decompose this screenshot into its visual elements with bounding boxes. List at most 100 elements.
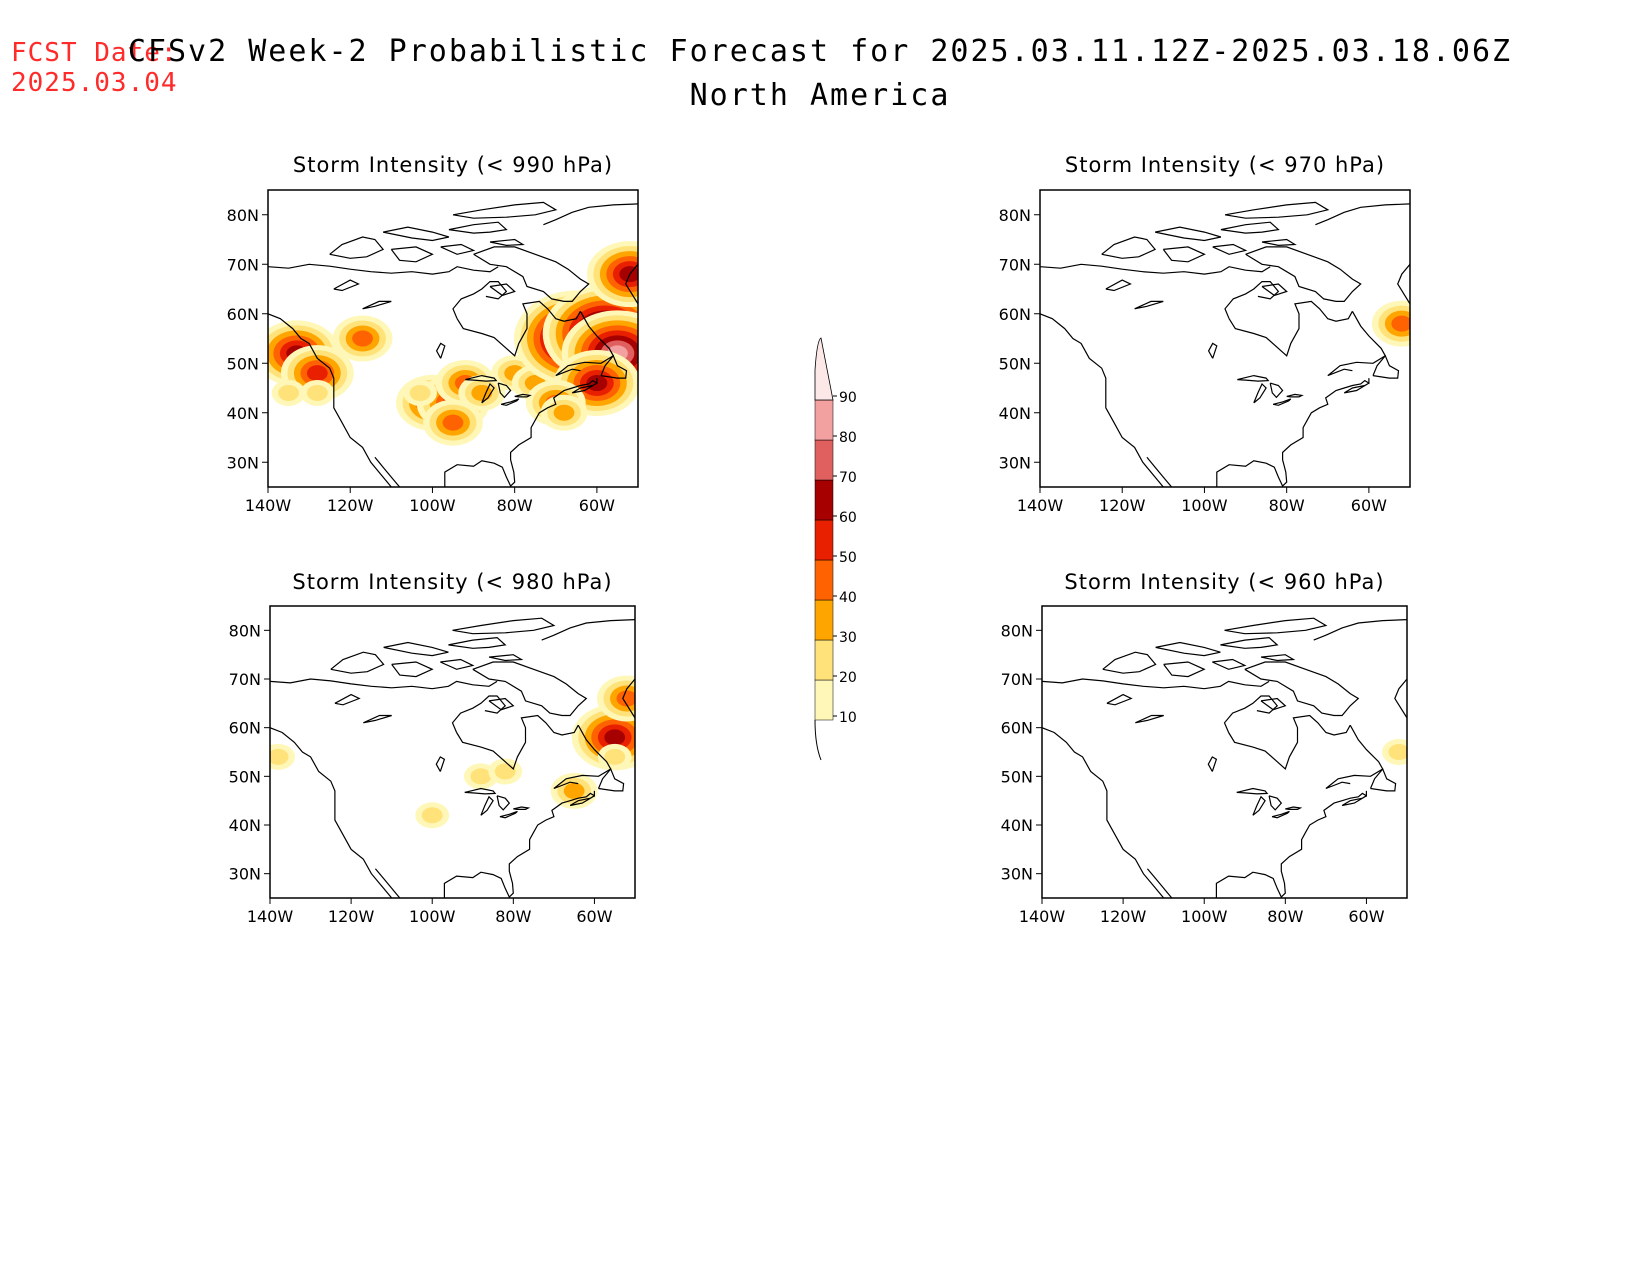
probability-blob xyxy=(278,384,299,401)
coastline xyxy=(362,300,392,310)
coastline xyxy=(1040,313,1164,487)
lat-tick-label: 60N xyxy=(999,305,1031,324)
legend-swatch xyxy=(814,519,834,561)
legend-swatch xyxy=(814,679,834,721)
lon-tick-label: 60W xyxy=(576,907,612,926)
coastline xyxy=(382,226,450,242)
coastline xyxy=(1040,263,1271,275)
lon-tick-label: 60W xyxy=(1348,907,1384,926)
coastline xyxy=(514,393,532,398)
coastline xyxy=(1261,283,1288,297)
coastline xyxy=(363,714,392,724)
probability-field xyxy=(268,241,638,446)
probability-blob xyxy=(604,729,626,746)
probability-blob xyxy=(494,763,516,780)
coastline xyxy=(553,724,612,790)
lon-tick-label: 120W xyxy=(1100,907,1147,926)
coastline xyxy=(1162,246,1206,263)
lat-tick-label: 70N xyxy=(227,255,259,274)
legend-swatch xyxy=(814,479,834,521)
probability-blob xyxy=(421,807,443,824)
lon-tick-label: 60W xyxy=(579,496,615,515)
legend-swatch xyxy=(814,399,834,441)
map-panel-4: Storm Intensity (< 960 hPa) 80N 70N 60N 50N 4… xyxy=(1001,570,1408,926)
coastline xyxy=(329,236,385,259)
coastlines xyxy=(1040,201,1410,487)
fcst-date-block: FCST Date: 2025.03.04 xyxy=(11,38,178,98)
coastline xyxy=(440,243,476,255)
lon-tick-label: 100W xyxy=(409,496,456,515)
coastline xyxy=(543,203,638,226)
coastline xyxy=(555,311,615,377)
lat-tick-label: 70N xyxy=(1001,670,1033,689)
coastline xyxy=(1106,693,1133,706)
legend-label: 40 xyxy=(839,590,857,606)
lon-tick-label: 60W xyxy=(1351,496,1387,515)
lat-tick-label: 80N xyxy=(1001,621,1033,640)
panel-frame xyxy=(269,605,636,899)
coastline xyxy=(1285,806,1303,810)
coastline xyxy=(1369,767,1397,792)
coastline xyxy=(1286,393,1304,398)
coastline xyxy=(448,221,508,234)
coastline xyxy=(374,456,401,487)
coastline xyxy=(1224,201,1330,219)
coastline xyxy=(600,354,628,379)
coastline xyxy=(334,693,361,706)
probability-blob xyxy=(470,768,492,785)
lat-tick-label: 60N xyxy=(229,719,261,738)
panel-title: Storm Intensity (< 990 hPa) xyxy=(293,153,613,177)
lat-tick-label: 40N xyxy=(1001,816,1033,835)
coastline xyxy=(452,281,508,319)
coastline xyxy=(435,756,446,772)
coastline xyxy=(1216,378,1370,487)
lat-tick-label: 50N xyxy=(999,354,1031,373)
coastline xyxy=(1223,695,1279,733)
lon-tick-label: 80W xyxy=(497,496,533,515)
probability-blob xyxy=(1391,315,1410,332)
lat-tick-label: 40N xyxy=(999,404,1031,423)
coastline xyxy=(1397,263,1410,305)
coastline xyxy=(383,641,449,657)
legend-swatch xyxy=(814,439,834,481)
coastline xyxy=(597,767,625,792)
coastline xyxy=(1253,382,1267,404)
coastline xyxy=(1252,795,1266,816)
region-subtitle: North America xyxy=(689,78,951,113)
panel-title: Storm Intensity (< 970 hPa) xyxy=(1065,153,1385,177)
coastline xyxy=(268,313,392,487)
coastline xyxy=(1146,868,1173,898)
coastline xyxy=(1207,756,1218,772)
coastline xyxy=(499,810,518,819)
lat-tick-label: 30N xyxy=(229,865,261,884)
coastline xyxy=(451,695,507,733)
probability-blob xyxy=(553,404,575,421)
coastline xyxy=(489,283,516,297)
probability-blob xyxy=(306,365,328,382)
probability-blob xyxy=(471,384,493,401)
coastline xyxy=(268,263,499,275)
coastline xyxy=(456,714,579,771)
probability-blob xyxy=(352,330,373,347)
coastline xyxy=(1042,678,1270,690)
color-legend: 10 20 30 40 50 60 70 80 90 xyxy=(814,337,857,761)
legend-swatch xyxy=(814,599,834,641)
coastline xyxy=(270,678,498,690)
coastline xyxy=(452,201,558,219)
coastline xyxy=(1146,456,1173,487)
probability-field xyxy=(270,675,635,829)
lon-tick-label: 120W xyxy=(1099,496,1146,515)
coastline xyxy=(465,374,498,382)
lat-tick-label: 40N xyxy=(229,816,261,835)
coastline xyxy=(571,382,598,394)
coastline xyxy=(1327,311,1387,377)
coastline xyxy=(1212,243,1248,255)
coastline xyxy=(330,651,385,674)
probability-blob xyxy=(604,748,626,765)
coastline xyxy=(1042,727,1165,898)
legend-swatch xyxy=(814,639,834,681)
coastline xyxy=(1212,658,1247,670)
lat-tick-label: 30N xyxy=(1001,865,1033,884)
coastline xyxy=(500,398,520,406)
coastline xyxy=(374,868,401,898)
